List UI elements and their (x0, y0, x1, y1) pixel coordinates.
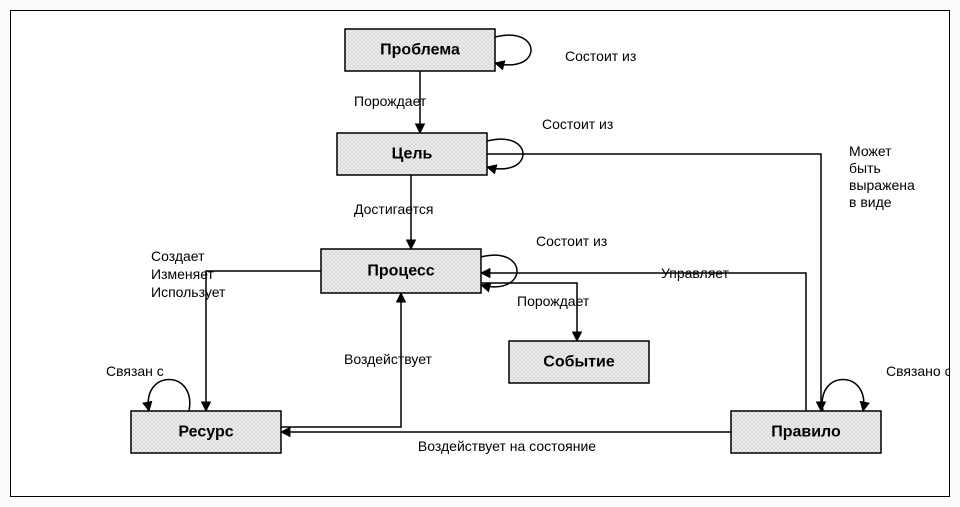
edge-label-e3: СоздаетИзменяетИспользует (151, 248, 226, 300)
node-label-problem: Проблема (380, 42, 460, 59)
edge-label-e7: Можетбытьвыраженав виде (849, 143, 915, 210)
edge-label-e5: Порождает (517, 293, 590, 309)
selfloop-label-process: Состоит из (536, 233, 607, 249)
selfloop-resource (148, 380, 190, 412)
flow-diagram: Порождает Достигается СоздаетИзменяетИспол… (11, 11, 949, 496)
node-label-rule: Правило (771, 424, 841, 441)
edge-label-e6: Управляет (661, 265, 730, 281)
selfloop-process (481, 255, 517, 287)
selfloop-problem (495, 35, 531, 65)
diagram-frame: Порождает Достигается СоздаетИзменяетИспол… (10, 10, 950, 497)
edge-label-e4: Воздействует (344, 351, 433, 367)
node-label-goal: Цель (392, 146, 433, 163)
edge-label-e2: Достигается (354, 201, 433, 217)
selfloop-label-goal: Состоит из (542, 116, 613, 132)
edge-label-e1: Порождает (354, 93, 427, 109)
selfloop-label-resource: Связан с (106, 363, 164, 379)
selfloop-label-rule: Связано с (886, 363, 949, 379)
edge-label-e8: Воздействует на состояние (418, 438, 596, 454)
node-label-process: Процесс (367, 263, 434, 280)
node-label-event: Событие (543, 354, 615, 371)
selfloop-rule (822, 380, 864, 412)
selfloop-label-problem: Состоит из (565, 48, 636, 64)
edge-e5 (481, 283, 577, 341)
node-label-resource: Ресурс (178, 424, 233, 441)
